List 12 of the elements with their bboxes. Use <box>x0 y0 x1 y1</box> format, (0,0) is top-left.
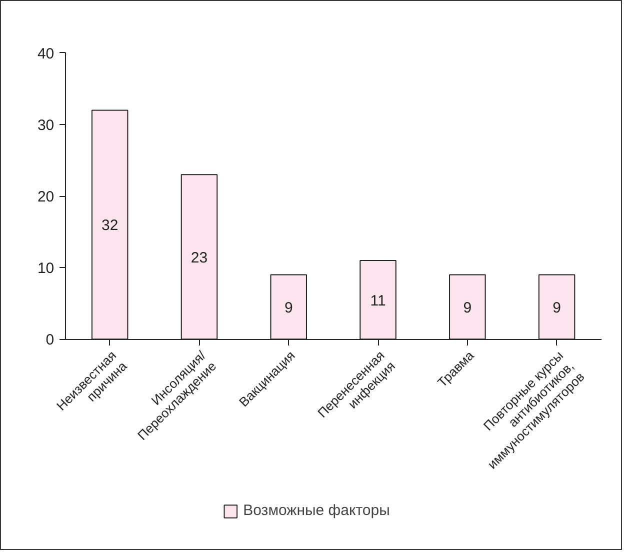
data-label: 32 <box>101 217 118 234</box>
y-tick-label: 10 <box>37 260 54 278</box>
data-label: 9 <box>463 299 472 316</box>
y-tick-label: 30 <box>37 117 54 134</box>
y-tick-label: 0 <box>46 332 54 349</box>
legend-label: Возможные факторы <box>243 502 390 519</box>
y-tick-label: 40 <box>37 45 54 62</box>
y-tick-label: 20 <box>37 188 54 206</box>
data-label: 11 <box>370 292 386 310</box>
data-label: 9 <box>552 299 561 316</box>
data-label: 9 <box>284 299 293 316</box>
data-label: 23 <box>190 249 208 266</box>
